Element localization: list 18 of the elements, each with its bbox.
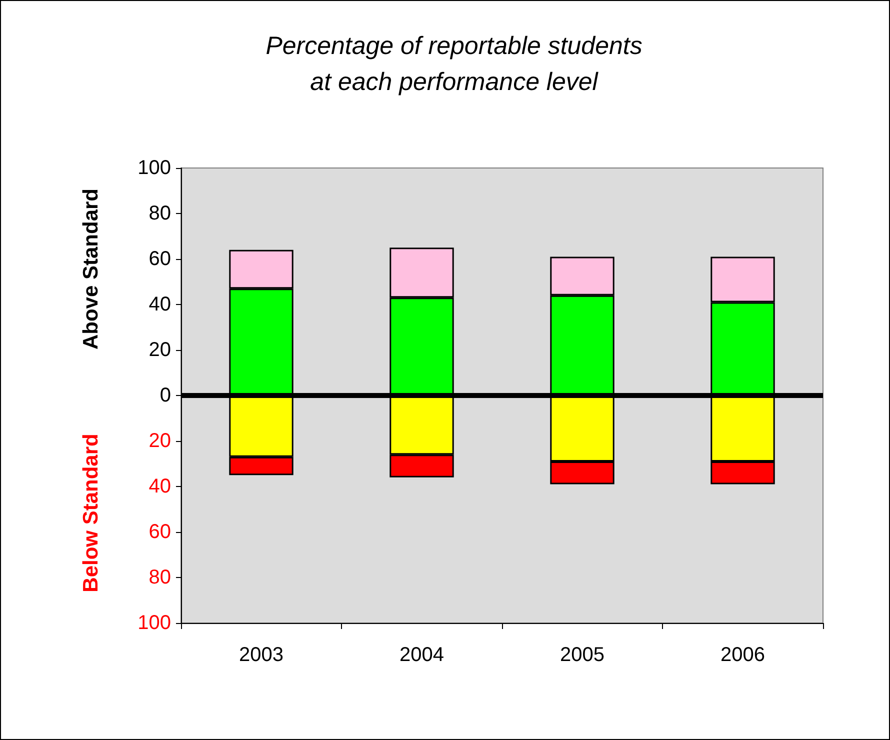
y-tick-label: 20 — [148, 339, 171, 361]
x-tick-label: 2003 — [239, 644, 284, 666]
x-tick-label: 2006 — [720, 644, 765, 666]
y-tick-label: 0 — [160, 384, 171, 406]
y-tick-label: 100 — [138, 612, 171, 634]
y-tick-label: 40 — [148, 476, 171, 498]
x-tick-label: 2005 — [560, 644, 604, 666]
text: Below Standard — [80, 434, 102, 592]
y-tick-label: 80 — [148, 202, 171, 224]
y-tick-label: 60 — [148, 248, 171, 270]
y-axis-title: Above Standard — [80, 188, 102, 350]
y-tick-label: 40 — [148, 294, 171, 316]
chart-title: Percentage of reportable students at each performance level — [266, 32, 642, 96]
x-tick-label: 2004 — [400, 644, 444, 666]
y-tick-label: 60 — [148, 521, 171, 543]
y-tick-label: 100 — [138, 157, 171, 179]
y-tick-label: 80 — [148, 566, 171, 588]
y-tick-label: 20 — [148, 430, 171, 452]
